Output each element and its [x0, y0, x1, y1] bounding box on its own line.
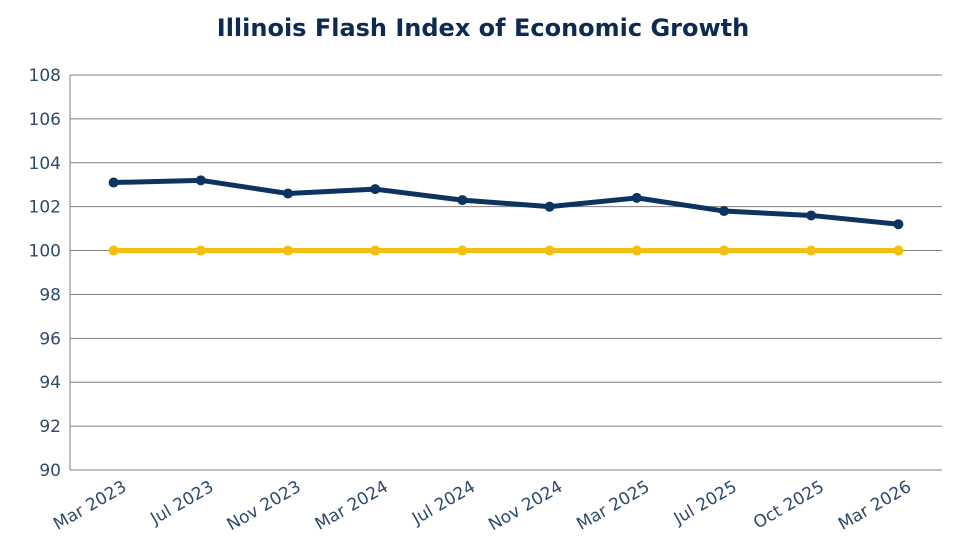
- series-0-point: [806, 210, 817, 221]
- series-0-point: [893, 219, 904, 230]
- x-tick-label: Jul 2023: [147, 477, 218, 529]
- series-0-point: [195, 175, 206, 186]
- series-group: [108, 175, 904, 256]
- series-0-point: [457, 195, 468, 206]
- x-tick-label: Mar 2025: [573, 477, 653, 535]
- series-0-point: [370, 184, 381, 195]
- series-line-0: [111, 177, 901, 227]
- y-tick-label: 92: [39, 417, 61, 437]
- y-tick-label: 106: [29, 110, 61, 130]
- series-0-point: [108, 177, 119, 188]
- series-1-point: [806, 245, 817, 256]
- series-0-point: [544, 201, 555, 212]
- series-1-point: [631, 245, 642, 256]
- series-1-point: [893, 245, 904, 256]
- series-0-point: [631, 192, 642, 203]
- y-tick-label: 98: [39, 285, 61, 305]
- series-1-point: [457, 245, 468, 256]
- chart-title: Illinois Flash Index of Economic Growth: [216, 14, 750, 42]
- series-0-point: [719, 206, 729, 217]
- y-tick-label: 102: [29, 198, 61, 218]
- y-tick-label: 94: [39, 373, 61, 393]
- y-tick-label: 90: [39, 461, 61, 481]
- x-tick-label: Jul 2025: [670, 477, 741, 529]
- x-tick-label: Oct 2025: [750, 477, 828, 533]
- series-1-point: [108, 245, 119, 256]
- x-tick-labels: Mar 2023 Jul 2023 Nov 2023 Mar 2024 Jul 2024…: [50, 477, 915, 535]
- x-tick-label: Mar 2023: [50, 477, 130, 535]
- y-tick-label: 96: [39, 329, 61, 349]
- y-tick-label: 100: [29, 242, 61, 262]
- y-tick-label: 104: [29, 154, 61, 174]
- y-tick-labels: 90 92 94 96 98 100 102 104 106 108: [29, 66, 61, 481]
- x-tick-label: Nov 2023: [224, 477, 305, 535]
- x-tick-label: Mar 2026: [835, 477, 915, 535]
- y-tick-label: 108: [29, 66, 61, 86]
- series-0-point: [283, 188, 293, 199]
- series-1-point: [283, 245, 293, 256]
- series-1-point: [544, 245, 555, 256]
- series-1-point: [719, 245, 729, 256]
- gridlines: [70, 74, 942, 471]
- series-1-point: [370, 245, 381, 256]
- x-tick-label: Jul 2024: [408, 477, 479, 529]
- x-tick-label: Mar 2024: [312, 477, 392, 535]
- series-1-point: [195, 245, 206, 256]
- x-tick-label: Nov 2024: [485, 477, 566, 535]
